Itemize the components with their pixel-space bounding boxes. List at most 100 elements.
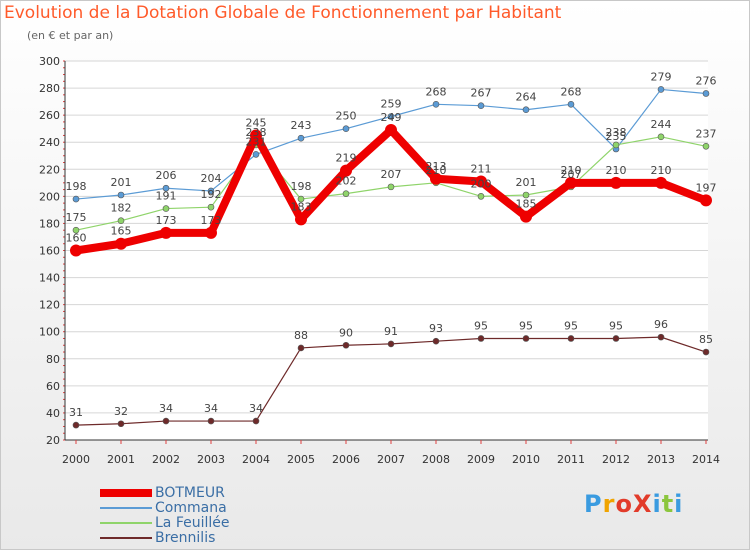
legend-item: Brennilis (100, 530, 215, 546)
y-tick-label: 180 (39, 217, 60, 230)
data-point (432, 101, 440, 108)
legend-swatch (100, 489, 152, 497)
x-tick-label: 2006 (332, 453, 360, 466)
data-point (567, 101, 575, 108)
data-label: 268 (426, 85, 447, 98)
data-point (387, 183, 395, 191)
x-tick-label: 2008 (422, 453, 450, 466)
x-tick-label: 2011 (557, 453, 585, 466)
data-label: 276 (696, 74, 717, 87)
x-tick-label: 2007 (377, 453, 405, 466)
x-tick-label: 2000 (62, 453, 90, 466)
data-label: 244 (651, 118, 672, 131)
y-tick-label: 140 (39, 272, 60, 285)
data-label: 182 (111, 202, 132, 215)
x-tick-label: 2009 (467, 453, 495, 466)
data-point (160, 226, 172, 239)
data-point (342, 190, 350, 197)
data-point (387, 113, 395, 120)
data-point (612, 141, 620, 149)
data-point (657, 86, 665, 93)
data-label: 279 (651, 70, 672, 83)
data-label: 213 (426, 160, 447, 173)
data-label: 202 (336, 175, 357, 188)
data-label: 249 (381, 111, 402, 124)
data-label: 210 (561, 164, 582, 177)
data-label: 95 (474, 319, 488, 332)
data-label: 173 (201, 214, 222, 227)
data-label: 185 (516, 198, 537, 211)
x-tick-label: 2005 (287, 453, 315, 466)
legend-label: Brennilis (155, 530, 216, 546)
data-label: 201 (111, 176, 132, 189)
data-label: 204 (201, 172, 222, 185)
data-label: 264 (516, 91, 537, 104)
data-point (520, 210, 532, 223)
data-label: 165 (111, 225, 132, 238)
data-point (432, 337, 440, 345)
data-label: 198 (291, 180, 312, 193)
data-label: 267 (471, 87, 492, 100)
x-tick-label: 2001 (107, 453, 135, 466)
data-point (205, 226, 217, 239)
data-point (475, 175, 487, 188)
data-point (295, 213, 307, 226)
data-point (297, 134, 305, 142)
data-point (207, 203, 215, 211)
data-label: 191 (156, 190, 177, 203)
y-tick-label: 220 (39, 163, 60, 176)
data-point (250, 129, 262, 142)
data-point (522, 191, 530, 199)
data-point (117, 191, 125, 199)
x-tick-label: 2012 (602, 453, 630, 466)
y-tick-label: 300 (39, 55, 60, 68)
y-tick-label: 260 (39, 109, 60, 122)
data-label: 250 (336, 110, 357, 123)
data-label: 238 (246, 126, 267, 139)
data-point (72, 226, 80, 234)
data-point (477, 193, 485, 200)
data-point (162, 184, 170, 192)
legend-swatch (100, 507, 152, 509)
data-label: 91 (384, 325, 398, 338)
data-label: 211 (471, 162, 492, 175)
data-label: 197 (696, 181, 717, 194)
data-point (657, 333, 665, 341)
legend-label: BOTMEUR (155, 485, 225, 501)
legend-label: La Feuillée (155, 515, 230, 531)
data-label: 34 (204, 402, 218, 415)
legend-item: Commana (100, 500, 227, 516)
data-point (700, 194, 712, 207)
data-point (522, 335, 530, 342)
data-label: 207 (381, 168, 402, 181)
data-point (565, 176, 577, 189)
data-label: 206 (156, 169, 177, 182)
data-label: 200 (471, 177, 492, 190)
data-label: 160 (66, 232, 87, 245)
data-label: 243 (291, 119, 312, 132)
data-point (655, 176, 667, 189)
data-label: 31 (69, 406, 83, 419)
data-label: 32 (114, 405, 128, 418)
data-point (477, 102, 485, 109)
data-point (610, 176, 622, 189)
data-label: 210 (606, 164, 627, 177)
data-point (522, 106, 530, 114)
data-point (387, 340, 395, 348)
y-tick-label: 40 (46, 407, 60, 420)
data-point (117, 420, 125, 428)
data-point (567, 335, 575, 342)
data-point (207, 417, 215, 425)
data-label: 268 (561, 85, 582, 98)
data-point (385, 124, 397, 137)
y-tick-label: 120 (39, 299, 60, 312)
data-point (72, 195, 80, 203)
data-label: 95 (519, 319, 533, 332)
legend-item: La Feuillée (100, 515, 230, 531)
data-label: 198 (66, 180, 87, 193)
y-tick-label: 280 (39, 82, 60, 95)
y-tick-label: 80 (46, 353, 60, 366)
data-point (297, 195, 305, 203)
data-label: 237 (696, 127, 717, 140)
